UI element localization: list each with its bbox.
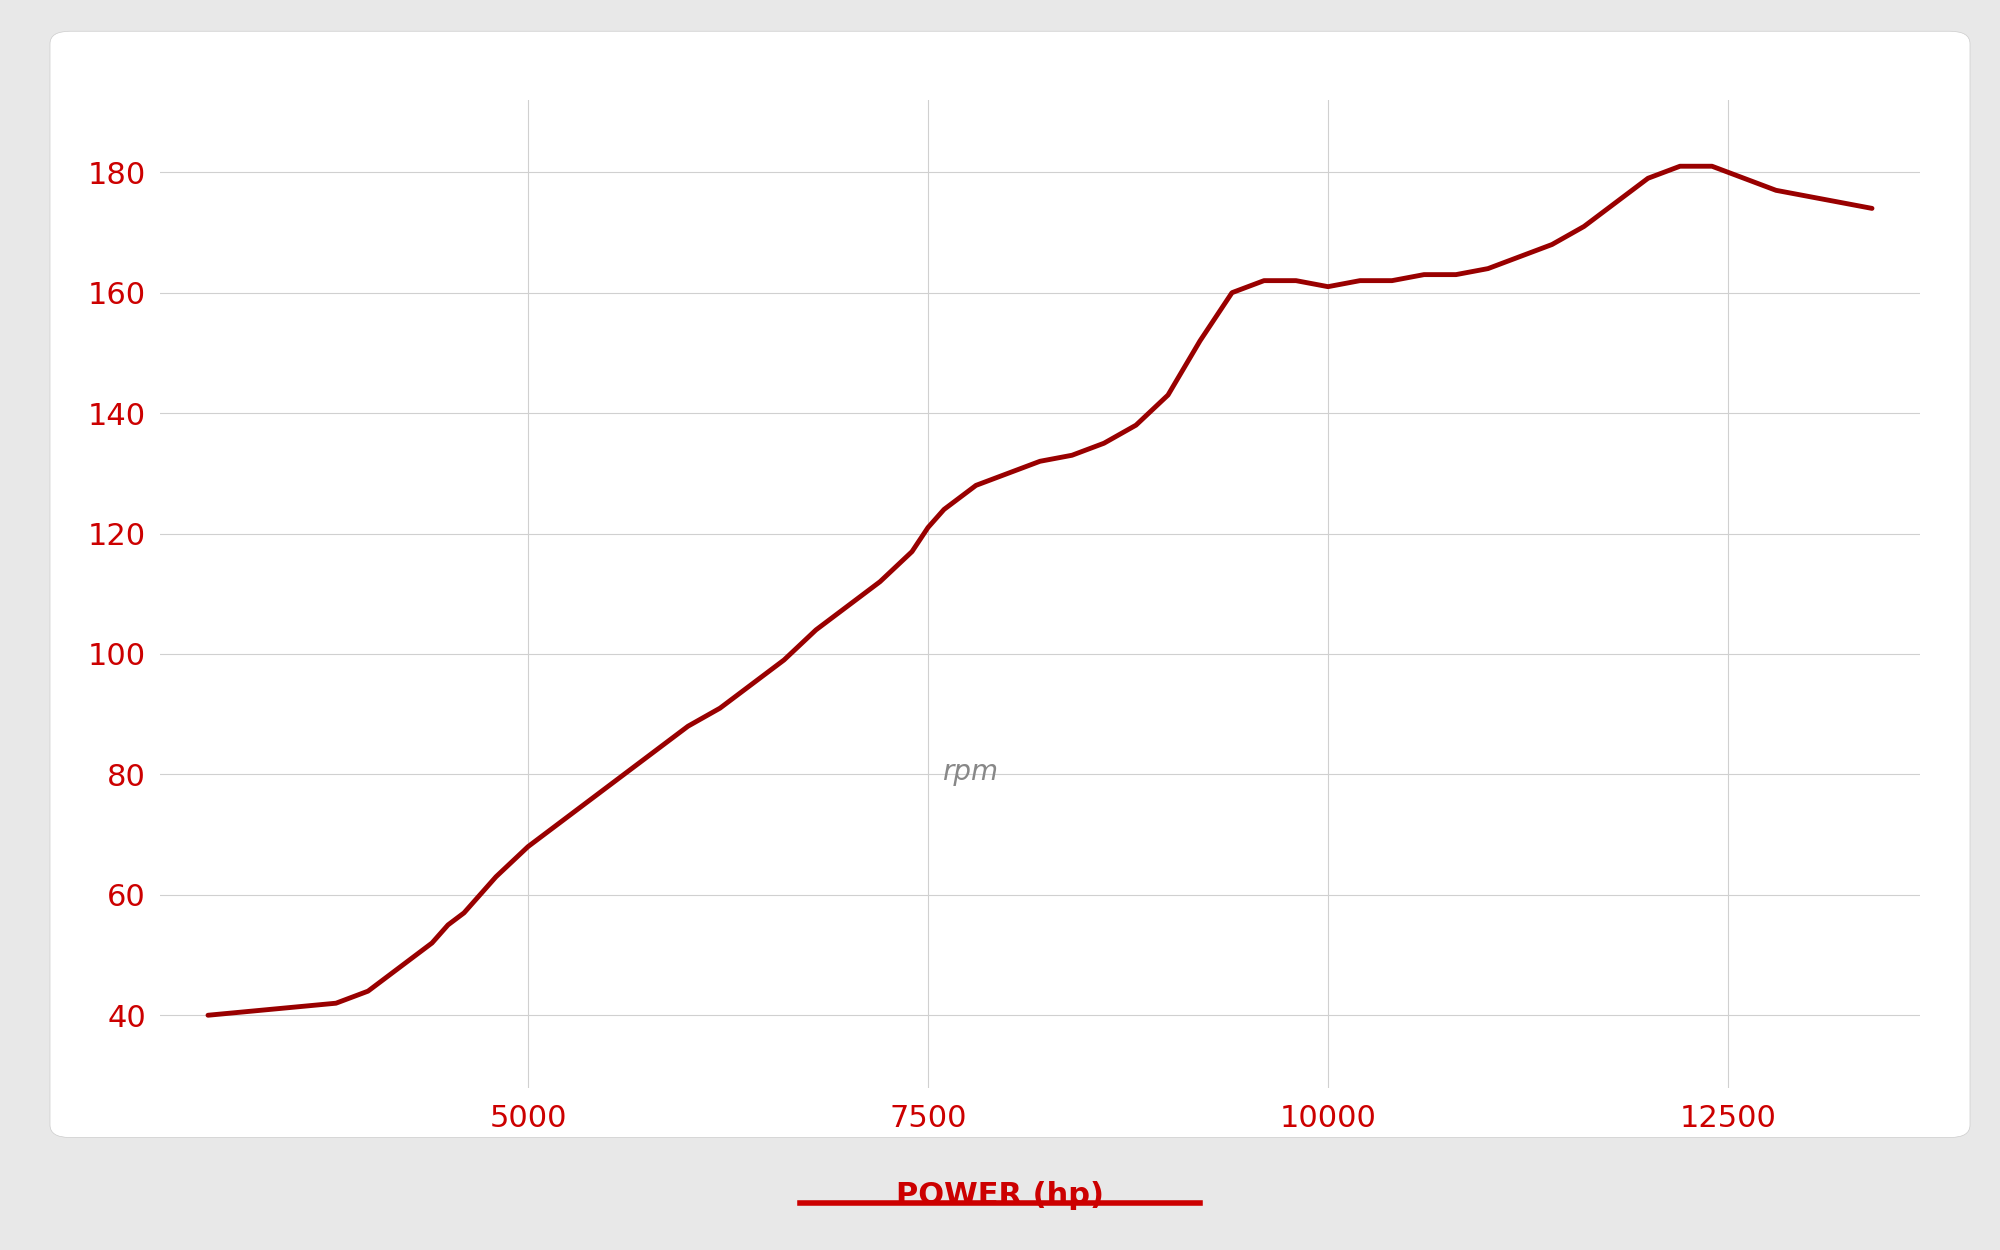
Text: rpm: rpm xyxy=(942,758,998,785)
Text: POWER (hp): POWER (hp) xyxy=(896,1181,1104,1210)
